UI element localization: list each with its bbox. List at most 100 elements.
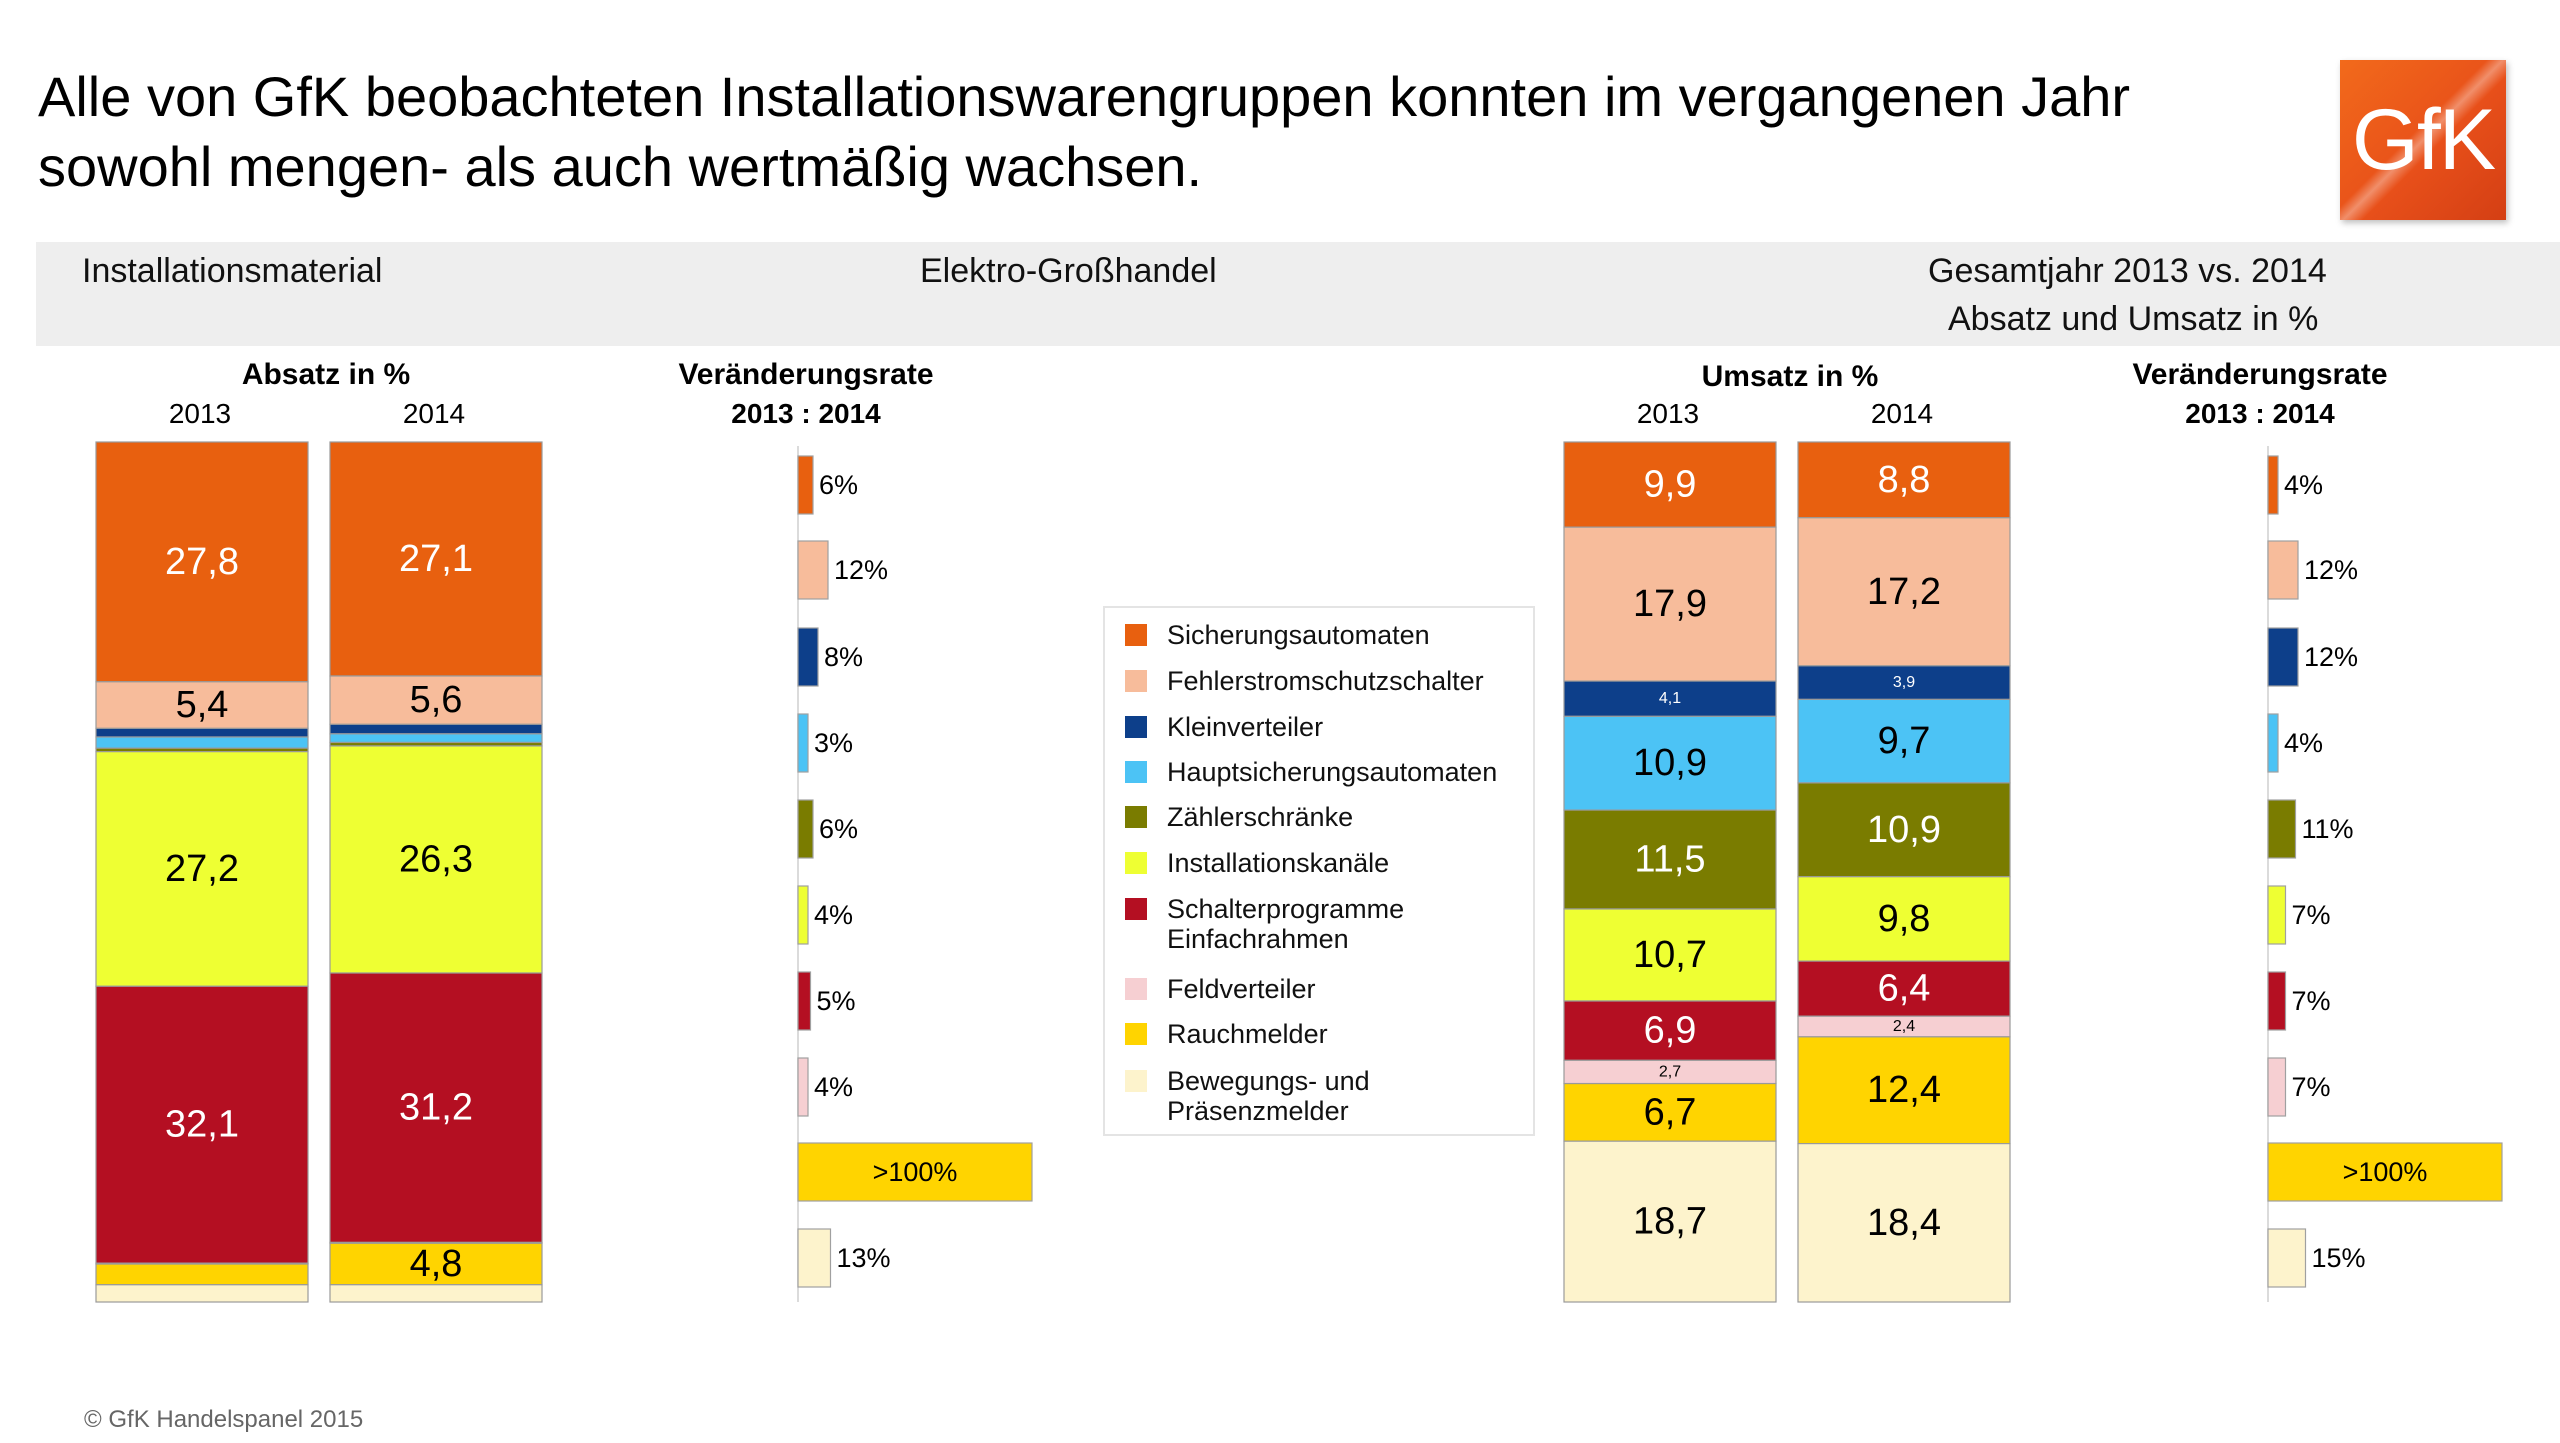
absatz-label-2014-8: 4,8 — [410, 1243, 463, 1285]
absatz-bar-2013-3 — [95, 736, 309, 749]
umsatz-change-label-4: 11% — [2302, 814, 2354, 844]
umsatz-change-bar-4 — [2267, 799, 2297, 859]
umsatz-year-2013: 2013 — [1636, 398, 1700, 429]
absatz-year-2013: 2013 — [168, 398, 232, 429]
absatz-label-2013-6: 32,1 — [165, 1104, 239, 1146]
umsatz-bar-2014-9 — [1797, 1143, 2011, 1303]
absatz-label-2013-5: 27,2 — [165, 848, 239, 890]
legend-label: Kleinverteiler — [1167, 712, 1324, 742]
absatz-bar-2013-0 — [95, 441, 309, 683]
umsatz-change-bar-6 — [2267, 971, 2287, 1031]
copyright-footer: © GfK Handelspanel 2015 — [84, 1406, 364, 1433]
umsatz-bar-2013-3 — [1563, 715, 1777, 811]
absatz-change-bar-2 — [797, 627, 819, 687]
umsatz-label-2014-2: 3,9 — [1893, 674, 1915, 691]
umsatz-change-bar-9 — [2267, 1228, 2307, 1288]
absatz-change-bar-3 — [797, 713, 809, 773]
legend-label: Zählerschränke — [1167, 802, 1354, 832]
absatz-bar-2014-3 — [329, 733, 543, 744]
umsatz-label-2013-2: 4,1 — [1659, 690, 1681, 707]
legend-swatch — [1125, 761, 1147, 783]
umsatz-label-2013-3: 10,9 — [1633, 742, 1707, 784]
legend: Sicherungsautomaten Fehlerstromschutzscha… — [1103, 606, 1535, 1136]
absatz-change-label-4: 6% — [819, 814, 858, 844]
umsatz-label-2013-5: 10,7 — [1633, 934, 1707, 976]
absatz-label-2014-6: 31,2 — [399, 1087, 473, 1129]
absatz-bar-2014-0 — [329, 441, 543, 677]
umsatz-label-2013-0: 9,9 — [1644, 464, 1697, 506]
absatz-bar-2013-1 — [95, 681, 309, 729]
umsatz-bar-2013-0 — [1563, 441, 1777, 528]
umsatz-label-2013-6: 6,9 — [1644, 1010, 1697, 1052]
absatz-change-bar-1 — [797, 540, 829, 600]
absatz-bar-2014-5 — [329, 745, 543, 974]
umsatz-year-2014: 2014 — [1870, 398, 1934, 429]
absatz-change-label-9: 13% — [837, 1243, 891, 1273]
umsatz-change-bar-5 — [2267, 885, 2287, 945]
absatz-bar-2013-8 — [95, 1263, 309, 1286]
umsatz-label-2013-7: 2,7 — [1659, 1063, 1681, 1080]
umsatz-change-bar-7 — [2267, 1057, 2287, 1117]
band-measures: Absatz und Umsatz in % — [1948, 300, 2319, 338]
legend-label: Feldverteiler — [1167, 974, 1316, 1004]
umsatz-change-label-2: 12% — [2304, 642, 2358, 672]
umsatz-change-title: Veränderungsrate — [2132, 358, 2388, 391]
legend-swatch — [1125, 670, 1147, 692]
absatz-label-2014-0: 27,1 — [399, 538, 473, 580]
absatz-change-label-2: 8% — [824, 642, 863, 672]
band-category: Installationsmaterial — [82, 252, 383, 290]
absatz-change-bar-4 — [797, 799, 814, 859]
umsatz-bar-2013-4 — [1563, 809, 1777, 910]
umsatz-change-label-0: 4% — [2284, 470, 2323, 500]
umsatz-change-bar-8 — [2267, 1142, 2503, 1202]
umsatz-label-2013-9: 18,7 — [1633, 1201, 1707, 1243]
umsatz-bar-2014-3 — [1797, 698, 2011, 784]
absatz-bar-2013-2 — [95, 727, 309, 738]
umsatz-bar-2013-8 — [1563, 1082, 1777, 1142]
umsatz-label-2014-8: 12,4 — [1867, 1069, 1941, 1111]
umsatz-change-bar-0 — [2267, 455, 2279, 515]
legend-label: Bewegungs- und Präsenzmelder — [1167, 1066, 1370, 1126]
umsatz-bar-2014-0 — [1797, 441, 2011, 519]
absatz-change-bar-9 — [797, 1228, 832, 1288]
info-band — [36, 242, 2560, 346]
absatz-change-label-0: 6% — [819, 470, 858, 500]
absatz-bar-2014-2 — [329, 723, 543, 735]
absatz-change-bar-5 — [797, 885, 809, 945]
gfk-logo: GfK — [2340, 60, 2506, 220]
absatz-bar-2013-5 — [95, 751, 309, 987]
absatz-change-bar-0 — [797, 455, 814, 515]
umsatz-change-label-9: 15% — [2312, 1243, 2366, 1273]
umsatz-label-2014-0: 8,8 — [1878, 459, 1931, 501]
umsatz-change-bar-3 — [2267, 713, 2279, 773]
absatz-label-2013-1: 5,4 — [176, 684, 229, 726]
umsatz-bar-2014-5 — [1797, 876, 2011, 962]
legend-swatch — [1125, 978, 1147, 1000]
legend-swatch — [1125, 852, 1147, 874]
absatz-change-bar-6 — [797, 971, 812, 1031]
umsatz-label-2013-1: 17,9 — [1633, 583, 1707, 625]
legend-swatch — [1125, 898, 1147, 920]
umsatz-label-2014-5: 9,8 — [1878, 898, 1931, 940]
umsatz-change-label-1: 12% — [2304, 555, 2358, 585]
absatz-change-bar-7 — [797, 1057, 809, 1117]
umsatz-bar-2013-9 — [1563, 1140, 1777, 1303]
umsatz-change-label-5: 7% — [2292, 900, 2331, 930]
umsatz-label-2013-8: 6,7 — [1644, 1091, 1697, 1133]
absatz-change-label-7: 4% — [814, 1072, 853, 1102]
legend-label: Fehlerstromschutzschalter — [1167, 666, 1484, 696]
absatz-title: Absatz in % — [241, 358, 411, 391]
absatz-change-label-1: 12% — [834, 555, 888, 585]
umsatz-label-2014-7: 2,4 — [1893, 1018, 1915, 1035]
absatz-bar-2013-9 — [95, 1284, 309, 1303]
absatz-bar-2013-6 — [95, 985, 309, 1264]
legend-label: Rauchmelder — [1167, 1019, 1328, 1049]
absatz-change-subtitle: 2013 : 2014 — [731, 398, 881, 429]
absatz-label-2014-1: 5,6 — [410, 679, 463, 721]
absatz-change-label-3: 3% — [814, 728, 853, 758]
umsatz-label-2014-3: 9,7 — [1878, 720, 1931, 762]
umsatz-change-subtitle: 2013 : 2014 — [2185, 398, 2335, 429]
absatz-bar-2014-9 — [329, 1284, 543, 1303]
umsatz-label-2014-6: 6,4 — [1878, 968, 1931, 1010]
legend-swatch — [1125, 716, 1147, 738]
